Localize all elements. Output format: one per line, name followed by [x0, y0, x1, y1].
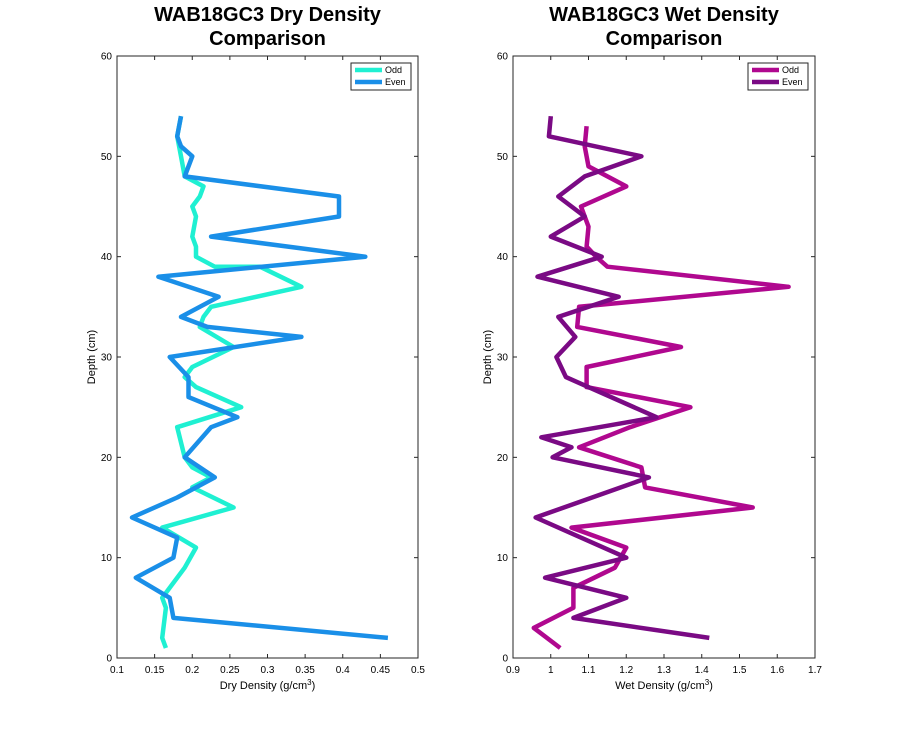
- series-line-even: [129, 115, 389, 641]
- y-axis-label: Depth (cm): [86, 330, 98, 384]
- chart-panel-1: WAB18GC3 Dry Density Comparison 0.1 0.15 0.2…: [86, 4, 425, 692]
- x-axis-label-end: ): [312, 680, 316, 692]
- x-tick-label: 0.45: [371, 665, 391, 676]
- x-tick-label: 0.4: [336, 665, 350, 676]
- x-tick-label: 1.1: [582, 665, 596, 676]
- y-tick-label: 40: [497, 252, 509, 263]
- x-tick-label: 1.6: [770, 665, 784, 676]
- legend: Odd Even: [350, 62, 412, 91]
- chart-title-line: Comparison: [606, 28, 723, 50]
- y-tick-label: 60: [497, 52, 509, 63]
- legend-box: [747, 62, 809, 91]
- y-axis-label: Depth (cm): [482, 330, 494, 384]
- chart-title: WAB18GC3 Wet Density Comparison: [549, 4, 780, 50]
- chart-title-line: Comparison: [209, 28, 326, 50]
- x-tick-label: 0.25: [220, 665, 240, 676]
- chart-title-line: WAB18GC3 Dry Density: [154, 4, 382, 26]
- y-tick-label: 0: [502, 654, 508, 665]
- y-tick-label: 40: [101, 252, 113, 263]
- x-axis-label-text: Wet Density (g/cm: [615, 680, 705, 692]
- x-tick-label: 1.2: [619, 665, 633, 676]
- y-tick-label: 30: [497, 353, 509, 364]
- x-tick-label: 1: [548, 665, 554, 676]
- x-axis-label-superscript: 3: [705, 678, 710, 687]
- x-tick-label: 1.7: [808, 665, 822, 676]
- axes-box: [116, 55, 419, 659]
- y-tick-label: 10: [101, 553, 113, 564]
- x-tick-label: 1.5: [733, 665, 747, 676]
- legend: Odd Even: [747, 62, 809, 91]
- x-tick-label: 0.5: [411, 665, 425, 676]
- y-tick-label: 30: [101, 353, 113, 364]
- y-tick-label: 10: [497, 553, 509, 564]
- chart-title-line: WAB18GC3 Wet Density: [549, 4, 780, 26]
- y-tick-label: 50: [497, 152, 509, 163]
- chart-panel-2: WAB18GC3 Wet Density Comparison 0.9 1 1.1 1.2…: [482, 4, 822, 692]
- x-tick-label: 0.2: [185, 665, 199, 676]
- legend-label-even: Even: [782, 77, 803, 87]
- x-tick-label: 0.1: [110, 665, 124, 676]
- x-axis-label: Dry Density (g/cm3): [220, 678, 316, 692]
- x-tick-label: 0.35: [295, 665, 315, 676]
- x-tick-label: 0.3: [261, 665, 275, 676]
- y-tick-label: 60: [101, 52, 113, 63]
- y-tick-label: 50: [101, 152, 113, 163]
- x-tick-label: 1.3: [657, 665, 671, 676]
- y-tick-label: 20: [497, 453, 509, 464]
- x-axis-label-superscript: 3: [307, 678, 312, 687]
- y-tick-label: 20: [101, 453, 113, 464]
- x-axis-label-text: Dry Density (g/cm: [220, 680, 307, 692]
- series-line-even: [533, 115, 710, 641]
- x-axis-label: Wet Density (g/cm3): [615, 678, 713, 692]
- x-tick-label: 0.9: [506, 665, 520, 676]
- x-tick-label: 0.15: [145, 665, 165, 676]
- x-axis-label-end: ): [709, 680, 713, 692]
- legend-box: [350, 62, 412, 91]
- legend-label-even: Even: [385, 77, 406, 87]
- legend-label-odd: Odd: [385, 65, 402, 75]
- legend-label-odd: Odd: [782, 65, 799, 75]
- y-tick-label: 0: [106, 654, 112, 665]
- chart-title: WAB18GC3 Dry Density Comparison: [154, 4, 382, 50]
- x-tick-label: 1.4: [695, 665, 709, 676]
